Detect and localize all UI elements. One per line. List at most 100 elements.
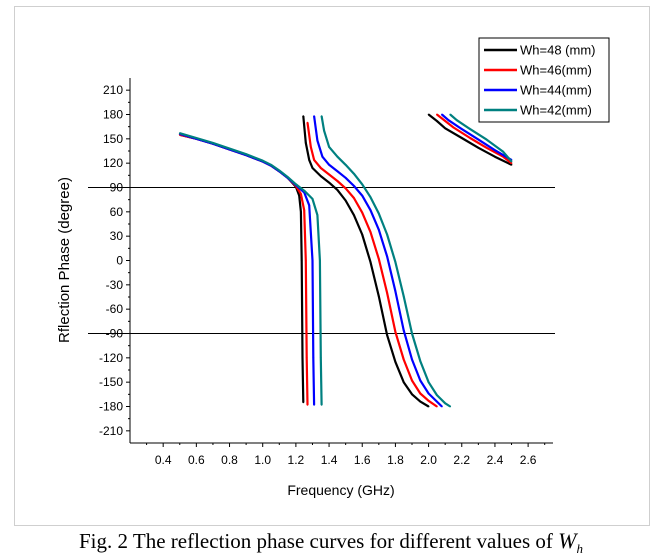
data-point — [316, 139, 319, 142]
data-point — [308, 159, 311, 161]
data-point — [441, 405, 443, 408]
data-point — [320, 115, 323, 117]
data-point — [377, 212, 380, 215]
x-tick-label: 1.4 — [321, 453, 338, 467]
data-point — [270, 163, 272, 166]
data-point — [394, 361, 397, 363]
data-point — [427, 399, 430, 402]
data-point — [328, 146, 330, 148]
data-point — [377, 295, 380, 298]
data-point — [411, 358, 413, 361]
legend-box — [478, 37, 610, 123]
data-point — [295, 183, 297, 186]
data-point — [319, 356, 322, 359]
series-line — [179, 113, 513, 408]
data-point — [386, 233, 388, 236]
series-2 — [178, 113, 513, 408]
data-point — [178, 132, 181, 135]
y-tick-label: 30 — [110, 229, 124, 243]
data-point — [336, 189, 339, 191]
data-point — [419, 360, 422, 362]
y-tick-label: -120 — [99, 351, 123, 365]
data-point — [344, 176, 347, 179]
data-point — [369, 261, 372, 263]
data-point — [344, 187, 347, 190]
data-point — [436, 394, 438, 396]
data-point — [195, 137, 198, 139]
x-tick-label: 2.6 — [520, 453, 537, 467]
data-point — [455, 119, 458, 122]
data-point — [469, 137, 471, 139]
data-point — [369, 196, 372, 199]
y-tick-label: -150 — [99, 375, 123, 389]
data-point — [344, 163, 347, 166]
figure-caption: Fig. 2 The reflection phase curves for d… — [0, 528, 662, 557]
data-point — [261, 159, 264, 162]
data-point — [328, 163, 330, 166]
data-point — [313, 115, 315, 117]
data-point — [301, 356, 304, 359]
data-point — [319, 167, 322, 169]
reflection-phase-chart: 210 180 150 120 90 60 30 0 -30 -60 -90 -120 -150 -180… — [56, 37, 610, 498]
y-tick-label: 180 — [103, 108, 123, 122]
data-point — [298, 194, 301, 197]
data-point — [321, 155, 324, 158]
y-tick-label: -60 — [106, 302, 124, 316]
data-point — [212, 142, 214, 144]
data-point — [377, 228, 380, 231]
caption-symbol: W — [558, 528, 577, 553]
y-tick-label: -90 — [106, 327, 124, 341]
data-point — [427, 381, 430, 384]
data-point — [336, 170, 339, 173]
x-tick-label: 1.2 — [288, 453, 305, 467]
data-point — [328, 181, 330, 184]
data-point — [494, 155, 496, 158]
y-tick-label: 90 — [110, 181, 124, 195]
data-point — [411, 332, 413, 335]
data-point — [300, 193, 302, 195]
data-point — [402, 295, 405, 298]
data-point — [361, 194, 364, 197]
data-point — [460, 137, 463, 139]
data-point — [286, 176, 289, 178]
data-point — [245, 153, 248, 156]
data-point — [302, 401, 305, 404]
y-tick-label: 120 — [103, 156, 123, 170]
data-point — [308, 204, 311, 207]
data-point — [304, 259, 307, 262]
data-point — [394, 331, 397, 333]
data-point — [228, 147, 231, 150]
data-point — [441, 113, 443, 116]
data-point — [353, 197, 355, 199]
data-point — [319, 175, 322, 178]
legend-label: Wh=44(mm) — [520, 83, 592, 98]
data-point — [402, 381, 405, 384]
data-point — [394, 261, 397, 263]
y-tick-label: -210 — [99, 424, 123, 438]
data-point — [320, 404, 323, 406]
axes — [126, 78, 553, 447]
y-axis-label: Rflection Phase (degree) — [56, 177, 73, 343]
data-point — [394, 290, 397, 293]
series-line — [179, 113, 513, 408]
x-tick-label: 2.0 — [420, 453, 437, 467]
y-tick-label: -180 — [99, 400, 123, 414]
data-point — [316, 214, 319, 217]
data-point — [477, 146, 480, 149]
data-point — [485, 138, 488, 141]
data-point — [369, 231, 372, 234]
data-point — [361, 183, 364, 186]
data-point — [303, 189, 306, 192]
reference-lines — [88, 187, 555, 334]
x-axis-label: Frequency (GHz) — [287, 482, 394, 498]
data-point — [386, 334, 388, 336]
series-line — [179, 113, 512, 408]
data-point — [444, 127, 447, 130]
data-point — [502, 150, 505, 153]
data-point — [449, 405, 452, 408]
legend: Wh=48 (mm) Wh=46(mm) Wh=44(mm) Wh=42(mm) — [478, 37, 610, 123]
data-point — [328, 173, 330, 176]
data-point — [386, 292, 388, 294]
x-tick-label: 1.0 — [254, 453, 271, 467]
